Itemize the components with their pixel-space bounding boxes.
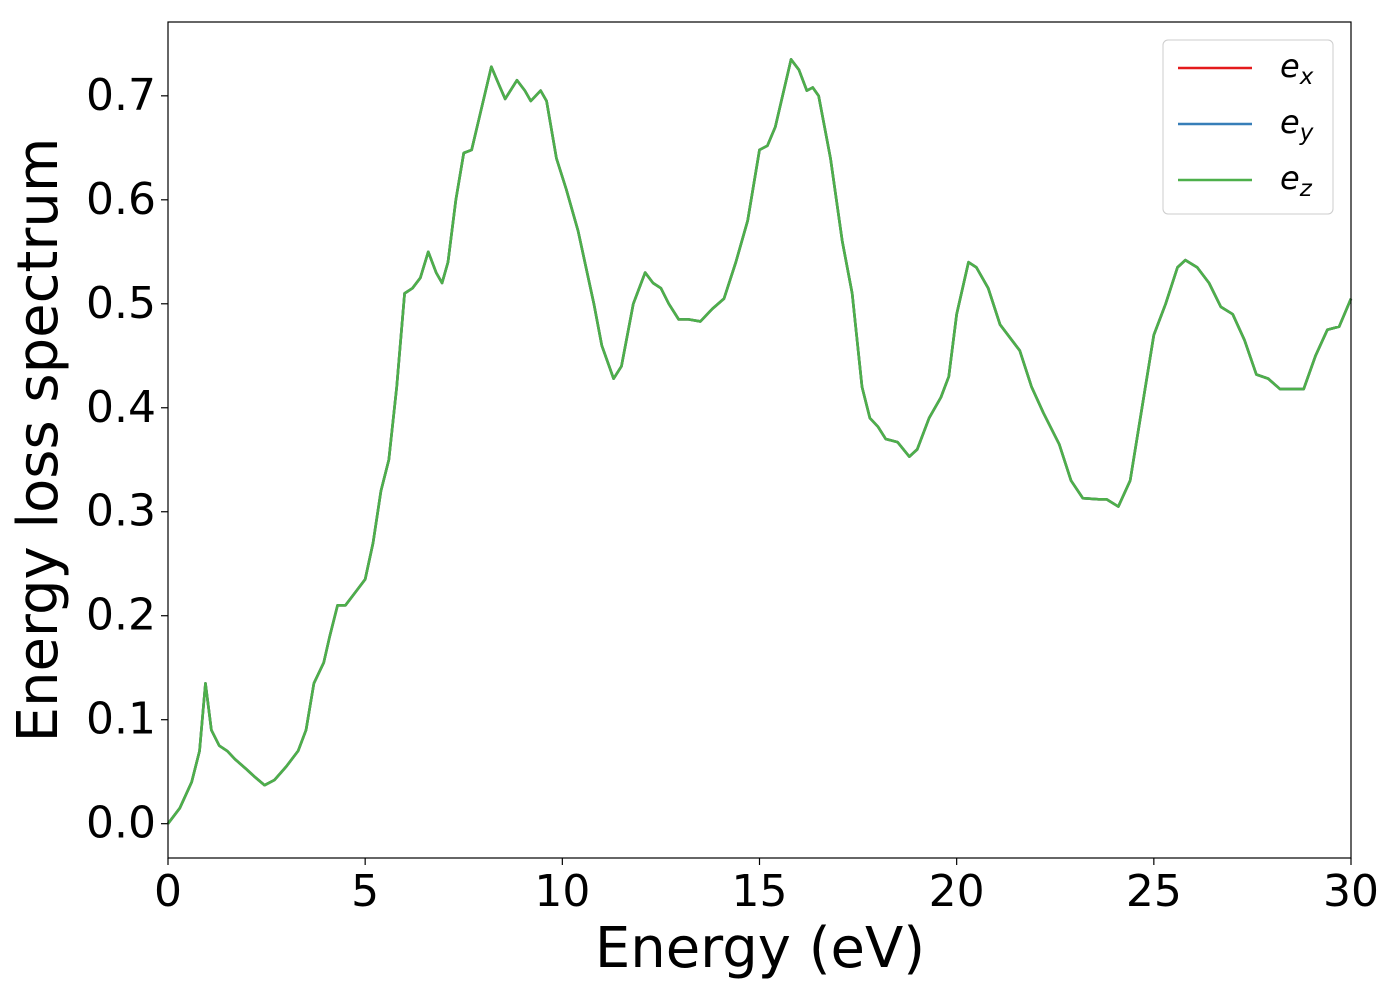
x-axis-label: Energy (eV) <box>595 916 925 981</box>
y-tick-label: 0.3 <box>86 486 156 537</box>
x-tick-label: 10 <box>534 866 590 917</box>
legend-label: ex <box>1280 47 1314 90</box>
legend-label: ey <box>1280 103 1314 146</box>
legend-box <box>1162 39 1334 215</box>
x-tick-label: 5 <box>351 866 379 917</box>
x-tick-label: 30 <box>1323 866 1379 917</box>
y-tick-label: 0.1 <box>86 694 156 745</box>
y-tick-label: 0.0 <box>86 798 156 849</box>
y-tick-label: 0.7 <box>86 70 156 121</box>
x-tick-label: 15 <box>732 866 788 917</box>
x-tick-label: 25 <box>1126 866 1182 917</box>
y-tick-label: 0.2 <box>86 590 156 641</box>
series-line <box>166 58 1353 825</box>
legend-label: ez <box>1280 159 1313 202</box>
y-tick-label: 0.4 <box>86 382 156 433</box>
y-tick-label: 0.5 <box>86 278 156 329</box>
x-tick-label: 20 <box>929 866 985 917</box>
x-tick-label: 0 <box>154 866 182 917</box>
y-tick-label: 0.6 <box>86 174 156 225</box>
y-axis-label: Energy loss spectrum <box>6 138 71 743</box>
plot-frame <box>167 21 1352 859</box>
